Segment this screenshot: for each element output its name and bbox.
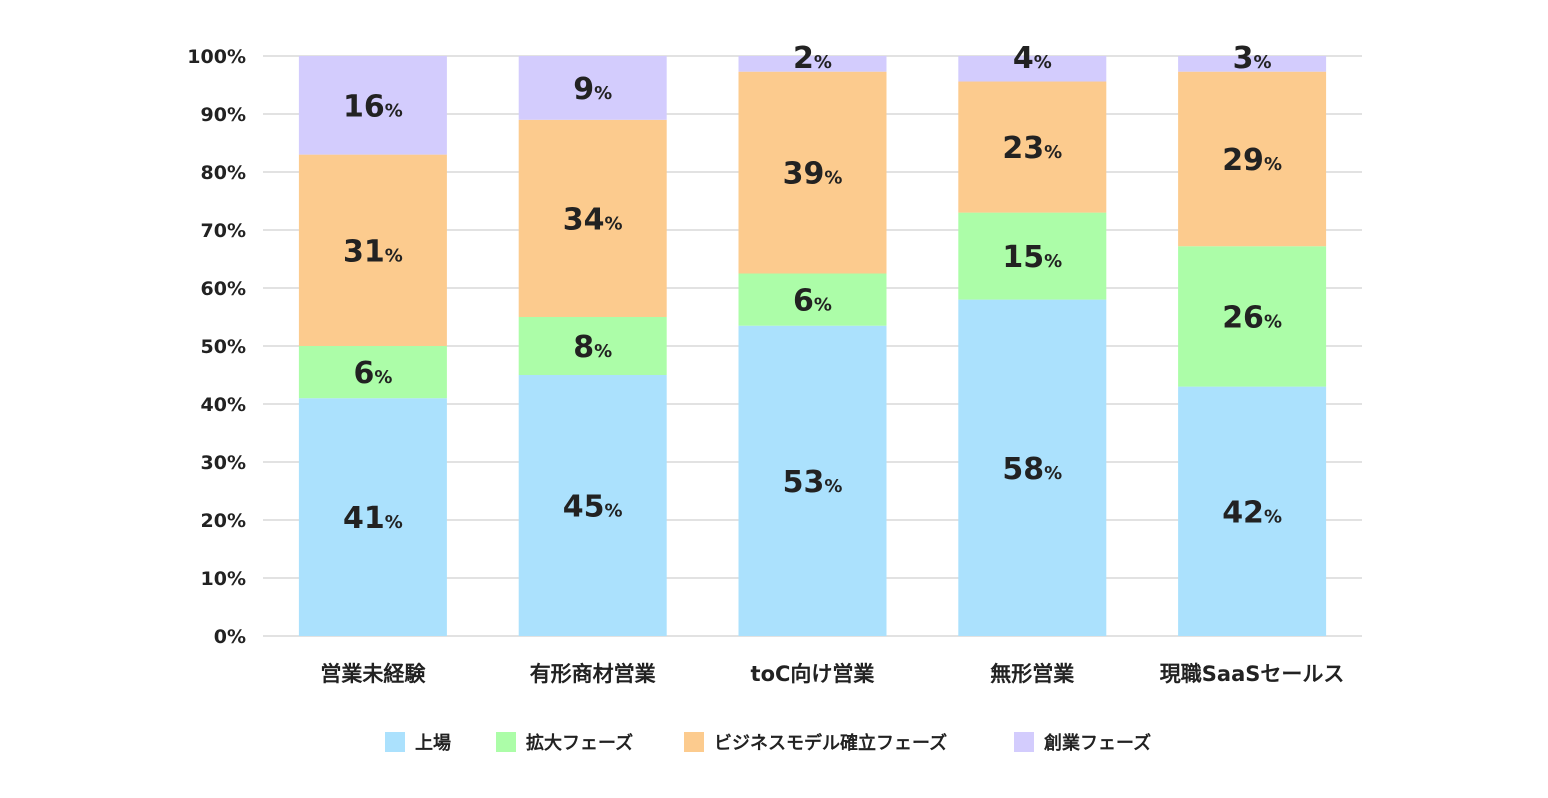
bar-segment (1178, 71, 1327, 247)
y-tick-label: 70% (201, 220, 246, 242)
bar-segment (1178, 56, 1327, 72)
bar-segment (738, 325, 887, 636)
bar-segment (518, 56, 667, 120)
x-tick-label: 無形営業 (990, 662, 1075, 686)
data-label: 6% (793, 284, 832, 319)
bar-segment (738, 71, 887, 274)
bar-segment (1178, 246, 1327, 387)
x-tick-label: 有形商材営業 (530, 662, 657, 686)
data-label: 31% (343, 234, 403, 269)
data-label: 23% (1002, 131, 1062, 166)
data-label: 42% (1222, 495, 1282, 530)
y-tick-label: 10% (201, 568, 246, 590)
bar-segment (518, 317, 667, 375)
y-tick-label: 30% (201, 452, 246, 474)
legend-swatch (1014, 732, 1034, 752)
bar-segment (1178, 386, 1327, 636)
x-tick-label: 現職SaaSセールス (1160, 662, 1345, 686)
data-label: 53% (783, 465, 843, 500)
data-label: 15% (1002, 240, 1062, 275)
bar-segment (298, 346, 447, 399)
data-label: 2% (793, 41, 832, 76)
data-labels: 41% 6% 31% 16% 45% 8% 34% 9% 53% 6% 39% 2% 58% 15% 23%… (343, 41, 1282, 536)
data-label: 9% (573, 72, 612, 107)
legend-item: ビジネスモデル確立フェーズ (684, 732, 947, 754)
y-tick-label: 80% (201, 162, 246, 184)
y-tick-label: 40% (201, 394, 246, 416)
legend-item: 拡大フェーズ (496, 732, 633, 754)
data-label: 41% (343, 501, 403, 536)
x-axis: 営業未経験 有形商材営業 toC向け営業 無形営業 現職SaaSセールス (320, 662, 1344, 686)
x-tick-label: 営業未経験 (320, 662, 426, 686)
legend-label: 創業フェーズ (1043, 732, 1151, 754)
data-label: 39% (783, 157, 843, 192)
y-tick-label: 0% (214, 626, 246, 648)
legend-swatch (684, 732, 704, 752)
bar-segment (958, 212, 1107, 300)
bar-segment (738, 56, 887, 72)
bar-segment (958, 56, 1107, 82)
y-tick-label: 50% (201, 336, 246, 358)
y-axis: 0% 10% 20% 30% 40% 50% 60% 70% 80% 90% 100% (187, 46, 246, 648)
bar-segment (518, 375, 667, 636)
legend-item: 創業フェーズ (1014, 732, 1151, 754)
bar-segment (298, 56, 447, 155)
data-label: 29% (1222, 143, 1282, 178)
y-tick-label: 100% (187, 46, 246, 68)
bar-segment (958, 81, 1107, 213)
data-label: 45% (563, 490, 623, 525)
data-label: 16% (343, 89, 403, 124)
bar-segment (298, 398, 447, 636)
legend-swatch (496, 732, 516, 752)
bar-segment (298, 154, 447, 346)
bar-segment (958, 299, 1107, 636)
legend-label: ビジネスモデル確立フェーズ (714, 732, 947, 754)
bar-segment (518, 119, 667, 317)
legend-label: 拡大フェーズ (526, 732, 633, 754)
bars (298, 56, 1327, 636)
data-label: 4% (1013, 41, 1052, 76)
legend: 上場 拡大フェーズ ビジネスモデル確立フェーズ 創業フェーズ (385, 732, 1151, 754)
legend-label: 上場 (415, 733, 451, 754)
data-label: 58% (1002, 452, 1062, 487)
data-label: 26% (1222, 300, 1282, 335)
y-tick-label: 90% (201, 104, 246, 126)
legend-item: 上場 (385, 732, 451, 754)
x-tick-label: toC向け営業 (751, 662, 876, 686)
data-label: 34% (563, 202, 623, 237)
y-tick-label: 20% (201, 510, 246, 532)
data-label: 8% (573, 330, 612, 365)
legend-swatch (385, 732, 405, 752)
data-label: 6% (353, 356, 392, 391)
data-label: 3% (1233, 41, 1272, 76)
bar-segment (738, 273, 887, 326)
y-tick-label: 60% (201, 278, 246, 300)
